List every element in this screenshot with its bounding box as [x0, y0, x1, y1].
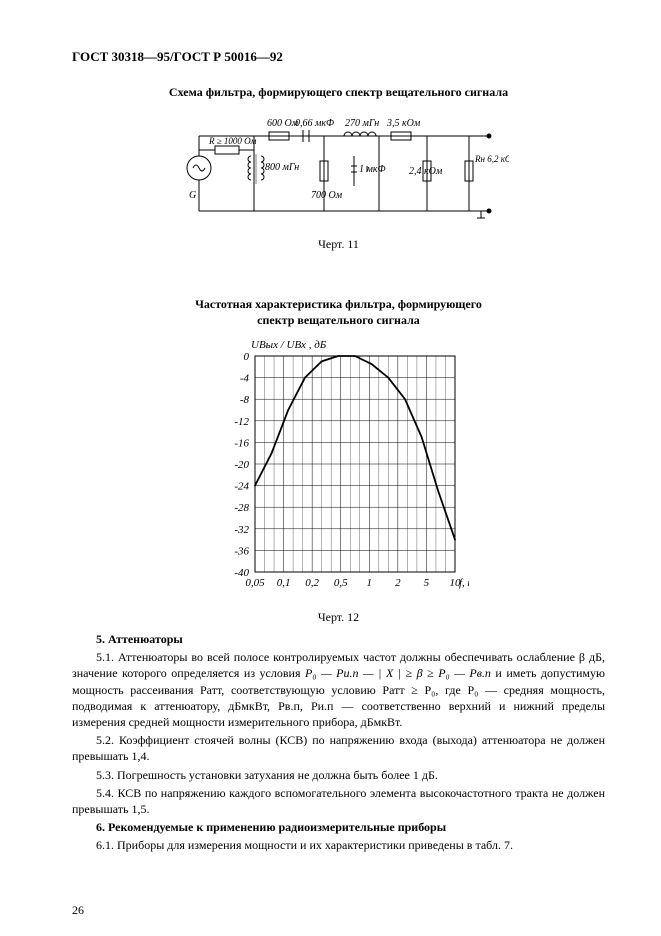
- fig11-caption: Схема фильтра, формирующего спектр вещат…: [72, 84, 605, 100]
- section5-p1: 5.1. Аттенюаторы во всей полосе контроли…: [72, 649, 605, 730]
- svg-text:UВых / UВх , дБ: UВых / UВх , дБ: [251, 339, 327, 351]
- section6-head: 6. Рекомендуемые к применению радиоизмер…: [72, 819, 605, 835]
- lbl-24k: 2,4 кОм: [409, 166, 443, 177]
- section5-p3: 5.3. Погрешность установки затухания не …: [72, 767, 605, 783]
- fig12-label: Черт. 12: [72, 609, 605, 625]
- svg-text:0,05: 0,05: [245, 577, 265, 589]
- doc-header: ГОСТ 30318—95/ГОСТ Р 50016—92: [72, 48, 605, 66]
- section5-p2: 5.2. Коэффициент стоячей волны (КСВ) по …: [72, 732, 605, 764]
- lbl-270: 270 мГн: [345, 118, 379, 129]
- svg-text:-36: -36: [234, 546, 249, 558]
- lbl-g: G: [189, 190, 196, 201]
- svg-text:0,2: 0,2: [305, 577, 319, 589]
- page-number: 26: [72, 902, 84, 918]
- svg-text:0: 0: [243, 351, 249, 363]
- section6-p1: 6.1. Приборы для измерения мощности и их…: [72, 837, 605, 853]
- svg-text:0,5: 0,5: [333, 577, 347, 589]
- fig12-caption-line1: Частотная характеристика фильтра, формир…: [72, 296, 605, 312]
- lbl-35k: 3,5 кОм: [386, 118, 421, 129]
- svg-text:2: 2: [395, 577, 401, 589]
- fig11-label: Черт. 11: [72, 236, 605, 252]
- fig11-circuit: 600 Ом 0,66 мкФ 270 мГн 3,5 кОм R ≥ 1000…: [169, 106, 509, 226]
- svg-text:-24: -24: [234, 481, 249, 493]
- svg-text:-32: -32: [234, 524, 249, 536]
- svg-text:-12: -12: [234, 416, 249, 428]
- lbl-066: 0,66 мкФ: [295, 118, 334, 129]
- svg-text:-20: -20: [234, 459, 249, 471]
- lbl-rn: Rн 6,2 кОм: [474, 154, 509, 164]
- svg-text:-28: -28: [234, 502, 249, 514]
- section5-p4: 5.4. КСВ по напряжению каждого вспомогат…: [72, 785, 605, 817]
- lbl-1uf: 1 мкФ: [359, 164, 386, 175]
- lbl-600: 600 Ом: [267, 118, 299, 129]
- svg-text:5: 5: [423, 577, 429, 589]
- svg-text:-16: -16: [234, 438, 249, 450]
- fig12-caption-line2: спектр вещательного сигнала: [72, 312, 605, 328]
- lbl-r1000: R ≥ 1000 Ом: [208, 136, 257, 146]
- svg-text:1: 1: [366, 577, 372, 589]
- section5-head: 5. Аттенюаторы: [72, 631, 605, 647]
- svg-text:-8: -8: [239, 394, 249, 406]
- fig12-chart: UВых / UВх , дБ0 -4 -8 -12 -16 -20 -24 -28 -32 -3…: [209, 334, 469, 599]
- svg-text:-4: -4: [239, 373, 249, 385]
- svg-text:0,1: 0,1: [276, 577, 290, 589]
- svg-text:f, кГц: f, кГц: [459, 577, 469, 589]
- lbl-700: 700 Ом: [311, 190, 343, 201]
- lbl-800: 800 мГн: [265, 162, 299, 173]
